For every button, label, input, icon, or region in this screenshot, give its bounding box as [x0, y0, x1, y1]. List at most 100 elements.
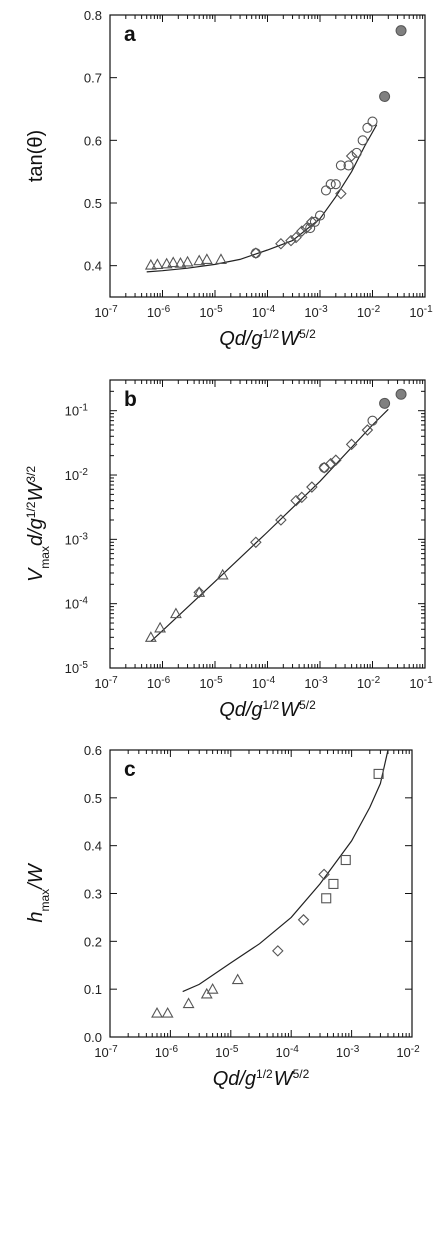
y-tick-label: 0.8 [84, 8, 102, 23]
data-point-triangle [151, 1006, 163, 1018]
data-point-circle [305, 223, 316, 234]
y-tick-label: 0.0 [84, 1030, 102, 1045]
plot-frame [109, 749, 413, 1038]
data-point-circle [362, 122, 373, 133]
data-point-circle [367, 116, 378, 127]
x-tick-label: 10-4 [252, 675, 276, 692]
data-point-diamond [306, 481, 318, 493]
panel-label: c [124, 758, 136, 781]
x-tick-label: 10-2 [396, 1044, 420, 1061]
data-point-diamond [250, 536, 262, 549]
data-point-diamond [335, 187, 347, 200]
x-tick-label: 10-1 [409, 675, 433, 692]
data-point-square [373, 768, 384, 779]
data-point-filled-circle [395, 388, 407, 400]
x-tick-label: 10-5 [215, 1044, 239, 1061]
data-point-diamond [345, 150, 358, 162]
x-tick-label: 10-7 [94, 304, 118, 321]
data-point-diamond [275, 237, 287, 250]
data-point-diamond [306, 216, 318, 228]
data-point-diamond [275, 514, 287, 526]
y-tick-label: 0.4 [84, 839, 102, 854]
data-point-triangle [182, 997, 195, 1009]
data-point-circle [343, 160, 354, 171]
x-tick-label: 10-1 [409, 304, 433, 321]
data-point-triangle [144, 258, 157, 270]
y-tick-label: 10-5 [65, 660, 89, 677]
panel-label: a [124, 23, 136, 46]
data-point-diamond [300, 222, 313, 234]
y-axis-title: hmax/W [25, 862, 52, 922]
x-tick-label: 10-3 [336, 1044, 360, 1061]
data-point-circle [309, 216, 320, 227]
x-tick-label: 10-7 [94, 675, 118, 692]
x-tick-label: 10-2 [357, 675, 381, 692]
data-point-circle [357, 135, 368, 146]
data-point-circle [367, 415, 378, 426]
data-point-triangle [169, 607, 182, 619]
data-point-diamond [272, 945, 284, 957]
plot-frame [109, 14, 426, 298]
data-point-triangle [144, 631, 157, 642]
y-tick-label: 0.4 [84, 259, 102, 274]
fit-curve [182, 749, 389, 993]
x-axis-title: Qd/g1/2W5/2 [213, 1067, 310, 1090]
data-point-circle [351, 147, 362, 158]
y-tick-label: 10-1 [65, 402, 89, 419]
x-tick-label: 10-6 [147, 675, 171, 692]
data-point-triangle [161, 1006, 174, 1018]
data-point-diamond [324, 457, 337, 470]
data-point-diamond [193, 586, 205, 599]
panel-c: 10-7 10-6 10-5 10-4 10-3 10-2 0.0 0.1 0.2 0.3 0.4 0… [25, 743, 420, 1090]
data-point-diamond [330, 454, 342, 466]
panel-b: 10-7 10-6 10-5 10-4 10-3 10-2 10-1 10-5 10-4 10-3… [24, 379, 433, 721]
data-point-filled-circle [379, 397, 391, 409]
x-tick-label: 10-6 [155, 1044, 179, 1061]
data-point-diamond [290, 231, 302, 244]
data-point-triangle [167, 256, 180, 268]
y-tick-label: 0.3 [84, 887, 102, 902]
data-point-triangle [231, 973, 244, 985]
data-point-square [321, 893, 332, 904]
x-tick-label: 10-5 [199, 304, 223, 321]
data-point-triangle [151, 258, 164, 269]
y-axis-title: Vmaxd/g1/2W3/2 [24, 466, 52, 582]
data-point-circle [314, 210, 326, 221]
data-point-diamond [345, 438, 358, 451]
panel-label: b [124, 388, 137, 411]
data-point-circle [325, 179, 336, 190]
data-point-diamond [296, 225, 308, 237]
data-point-triangle [174, 257, 187, 268]
data-point-triangle [200, 253, 213, 264]
data-point-triangle [206, 983, 219, 994]
y-axis-title: tan(θ) [25, 130, 47, 182]
data-point-triangle [160, 257, 173, 269]
data-point-triangle [216, 568, 229, 580]
data-point-diamond [361, 424, 374, 436]
y-tick-label: 0.6 [84, 133, 102, 148]
data-point-triangle [181, 255, 194, 267]
y-tick-label: 10-4 [65, 595, 89, 612]
x-tick-label: 10-3 [304, 304, 328, 321]
y-tick-label: 0.5 [84, 791, 102, 806]
x-axis-title: Qd/g1/2W5/2 [219, 698, 316, 721]
x-tick-label: 10-7 [94, 1044, 118, 1061]
y-tick-label: 10-2 [65, 467, 89, 484]
data-point-circle [330, 179, 341, 190]
data-point-triangle [193, 254, 206, 266]
data-point-diamond [290, 494, 302, 507]
fit-curve [150, 408, 389, 642]
data-point-triangle [193, 586, 206, 597]
panel-a: 10-7 10-6 10-5 10-4 10-3 10-2 10-1 0.4 0.5 0.6 0.7… [25, 8, 433, 350]
y-tick-label: 0.1 [84, 982, 102, 997]
data-point-diamond [285, 234, 297, 247]
x-tick-label: 10-4 [252, 304, 276, 321]
y-tick-label: 0.7 [84, 71, 102, 86]
plot-frame [109, 379, 426, 669]
data-point-diamond [297, 914, 310, 926]
data-point-triangle [154, 621, 167, 633]
data-point-diamond [296, 491, 308, 504]
x-tick-label: 10-4 [276, 1044, 300, 1061]
data-point-circle [250, 248, 261, 259]
